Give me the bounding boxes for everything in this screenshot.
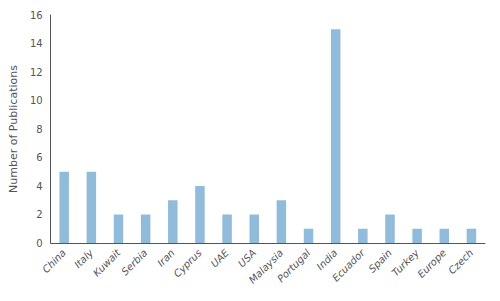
svg-text:India: India [314, 247, 339, 272]
svg-text:6: 6 [36, 152, 42, 163]
svg-text:Iran: Iran [155, 247, 177, 269]
svg-text:Number of Publications: Number of Publications [7, 65, 20, 193]
svg-text:Serbia: Serbia [119, 247, 149, 277]
svg-text:2: 2 [36, 209, 42, 220]
svg-text:Portugal: Portugal [275, 247, 312, 284]
svg-text:4: 4 [36, 181, 42, 192]
svg-text:USA: USA [236, 247, 258, 269]
svg-text:Cyprus: Cyprus [171, 247, 203, 279]
svg-text:Spain: Spain [366, 247, 394, 275]
svg-text:14: 14 [30, 38, 43, 49]
svg-text:UAE: UAE [209, 247, 232, 270]
svg-text:10: 10 [30, 95, 43, 106]
svg-text:8: 8 [36, 124, 42, 135]
svg-text:Czech: Czech [446, 247, 475, 276]
svg-text:Malaysia: Malaysia [246, 247, 286, 286]
svg-text:12: 12 [30, 67, 43, 78]
svg-text:0: 0 [36, 238, 42, 249]
svg-text:China: China [40, 247, 68, 275]
svg-text:Ecuador: Ecuador [330, 246, 367, 283]
svg-text:Turkey: Turkey [389, 247, 421, 279]
svg-text:Kuwait: Kuwait [91, 246, 123, 278]
svg-text:Europe: Europe [415, 247, 448, 280]
svg-text:Italy: Italy [72, 246, 96, 270]
svg-text:16: 16 [30, 10, 43, 21]
